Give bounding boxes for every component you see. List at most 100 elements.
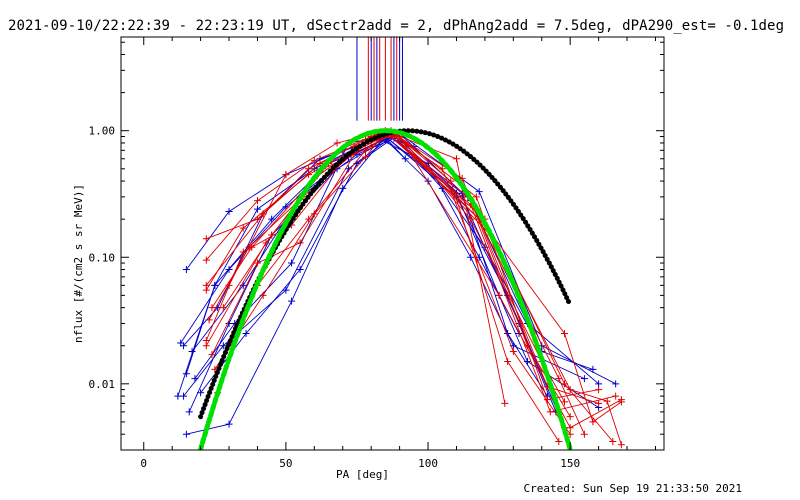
vertical-marker-layer xyxy=(356,37,403,121)
series-point-21-0 xyxy=(225,281,233,289)
series-point-14-7 xyxy=(566,413,574,421)
series-point-14-5 xyxy=(458,174,466,182)
series-line-3 xyxy=(183,134,594,397)
series-point-12-1 xyxy=(253,197,261,205)
series-point-23-3 xyxy=(367,143,375,151)
series-point-3-2 xyxy=(282,286,290,294)
series-point-15-5 xyxy=(467,215,475,223)
x-tick-label-3: 150 xyxy=(560,457,580,470)
chart-title: 2021-09-10/22:22:39 - 22:23:19 UT, dSect… xyxy=(8,18,785,34)
series-point-8-0 xyxy=(180,342,188,350)
series-point-1-0 xyxy=(182,266,190,274)
series-point-22-8 xyxy=(617,441,625,449)
series-point-13-7 xyxy=(555,438,563,446)
x-tick-label-0: 0 xyxy=(140,457,147,470)
x-tick-label-2: 100 xyxy=(418,457,438,470)
series-point-4-1 xyxy=(225,420,233,428)
series-point-23-6 xyxy=(560,329,568,337)
series-point-6-2 xyxy=(253,205,261,213)
series-point-10-2 xyxy=(296,266,304,274)
series-point-11-0 xyxy=(202,235,210,243)
axes-layer: 0 50 100 150 0.01 0.10 1.00 PA [deg] nflux [#/(c… xyxy=(72,36,665,481)
series-line-20 xyxy=(214,131,585,435)
series-point-10-1 xyxy=(242,329,250,337)
series-point-6-1 xyxy=(211,281,219,289)
series-point-1-1 xyxy=(225,207,233,215)
series-point-10-0 xyxy=(197,389,205,397)
series-point-20-7 xyxy=(580,430,588,438)
series-point-15-0 xyxy=(208,304,216,312)
series-point-22-6 xyxy=(566,386,574,394)
series-point-2-5 xyxy=(424,177,432,185)
x-axis-title: PA [deg] xyxy=(336,468,389,481)
series-point-14-1 xyxy=(239,224,247,232)
series-point-2-6 xyxy=(467,253,475,261)
series-point-21-2 xyxy=(333,139,341,147)
series-point-2-8 xyxy=(580,375,588,383)
series-point-18-7 xyxy=(612,392,620,400)
series-point-16-7 xyxy=(595,386,603,394)
fit-curve-black xyxy=(198,128,573,420)
series-point-7-0 xyxy=(185,408,193,416)
series-point-22-7 xyxy=(603,397,611,405)
series-point-10-5 xyxy=(475,188,483,196)
series-point-3-1 xyxy=(219,342,227,350)
series-line-10 xyxy=(200,132,616,394)
series-line-18 xyxy=(211,133,616,413)
series-line-21 xyxy=(228,130,622,429)
created-timestamp: Created: Sun Sep 19 21:33:50 2021 xyxy=(523,482,742,495)
series-point-9-2 xyxy=(288,259,296,267)
fit-curve-layer xyxy=(198,128,573,450)
series-point-17-7 xyxy=(609,438,617,446)
y-tick-label-2: 1.00 xyxy=(89,125,116,138)
plot-frame xyxy=(120,36,665,451)
series-point-23-0 xyxy=(202,342,210,350)
series-line-19 xyxy=(217,132,599,404)
series-point-4-0 xyxy=(182,430,190,438)
series-point-6-0 xyxy=(174,392,182,400)
series-point-21-5 xyxy=(495,291,503,299)
series-point-10-7 xyxy=(612,380,620,388)
series-line-11 xyxy=(206,130,506,404)
series-point-0-1 xyxy=(225,266,233,274)
x-tick-label-1: 50 xyxy=(279,457,292,470)
series-point-12-0 xyxy=(202,256,210,264)
series-point-14-0 xyxy=(202,286,210,294)
series-point-21-6 xyxy=(566,424,574,432)
series-point-23-7 xyxy=(589,418,597,426)
series-point-12-2 xyxy=(310,157,318,165)
series-point-11-6 xyxy=(501,399,509,407)
series-point-12-6 xyxy=(509,348,517,356)
series-point-18-0 xyxy=(208,351,216,359)
series-point-19-7 xyxy=(595,399,603,407)
series-point-15-7 xyxy=(560,398,568,406)
series-point-22-0 xyxy=(219,304,227,312)
series-point-17-1 xyxy=(239,248,247,256)
series-point-20-1 xyxy=(259,291,267,299)
series-line-5 xyxy=(191,137,548,397)
series-point-18-1 xyxy=(253,259,261,267)
fit-curve-green xyxy=(198,128,573,450)
y-tick-label-1: 0.10 xyxy=(89,251,116,264)
series-point-16-0 xyxy=(205,316,213,324)
y-tick-label-0: 0.01 xyxy=(89,378,116,391)
series-point-23-8 xyxy=(617,398,625,406)
series-point-4-2 xyxy=(288,297,296,305)
series-line-15 xyxy=(211,136,565,403)
y-axis-title: nflux [#/(cm2 s sr MeV)] xyxy=(72,184,85,343)
series-line-0 xyxy=(180,137,406,344)
series-point-13-2 xyxy=(316,160,324,168)
series-point-16-5 xyxy=(472,193,480,201)
series-point-23-1 xyxy=(262,239,270,247)
series-point-11-5 xyxy=(452,155,460,163)
series-point-20-3 xyxy=(361,153,369,161)
series-point-21-1 xyxy=(282,171,290,179)
series-point-14-2 xyxy=(305,171,313,179)
series-point-2-2 xyxy=(268,215,276,223)
series-point-18-2 xyxy=(296,239,304,247)
series-line-4 xyxy=(186,135,599,435)
series-point-20-2 xyxy=(310,210,318,218)
series-point-9-0 xyxy=(191,375,199,383)
